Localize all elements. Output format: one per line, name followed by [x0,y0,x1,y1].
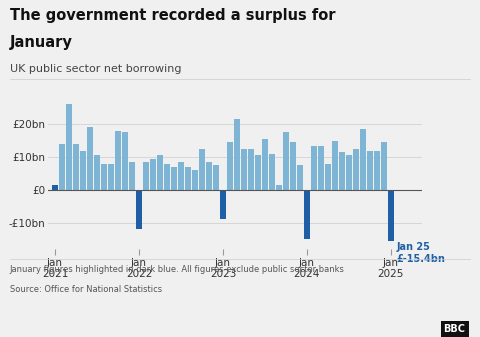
Bar [297,165,303,190]
Bar [255,155,261,190]
Bar [206,162,212,190]
Bar [276,185,282,190]
Bar [136,190,142,229]
Bar [129,162,135,190]
Bar [115,131,121,190]
Bar [241,149,247,190]
Bar [339,152,345,190]
Bar [143,162,149,190]
Bar [199,149,205,190]
Bar [381,142,387,190]
Bar [374,151,380,190]
Bar [360,129,366,190]
Bar [94,155,100,190]
Bar [269,154,275,190]
Bar [311,146,317,190]
Bar [283,132,289,190]
Text: The government recorded a surplus for: The government recorded a surplus for [10,8,335,24]
Bar [171,167,177,190]
Bar [248,149,254,190]
Bar [213,165,219,190]
Bar [332,141,338,190]
Bar [108,164,114,190]
Bar [367,151,373,190]
Bar [346,155,352,190]
Bar [73,144,79,190]
Bar [122,132,128,190]
Bar [304,190,310,239]
Bar [220,190,226,219]
Bar [59,144,65,190]
Bar [290,142,296,190]
Bar [150,159,156,190]
Text: January: January [10,35,72,51]
Bar [87,127,93,190]
Bar [318,146,324,190]
Text: UK public sector net borrowing: UK public sector net borrowing [10,64,181,74]
Bar [66,104,72,190]
Text: January figures highlighted in dark blue. All figures exclude public sector bank: January figures highlighted in dark blue… [10,265,345,274]
Bar [101,164,107,190]
Text: Jan 25
£-15.4bn: Jan 25 £-15.4bn [396,242,445,264]
Bar [388,190,394,241]
Bar [227,142,233,190]
Bar [80,151,86,190]
Bar [262,139,268,190]
Bar [353,149,359,190]
Bar [164,164,170,190]
Bar [325,164,331,190]
Text: Source: Office for National Statistics: Source: Office for National Statistics [10,285,162,294]
Bar [192,170,198,190]
Bar [52,185,58,190]
Bar [157,155,163,190]
Text: BBC: BBC [444,324,466,334]
Bar [185,167,191,190]
Bar [178,162,184,190]
Bar [234,119,240,190]
